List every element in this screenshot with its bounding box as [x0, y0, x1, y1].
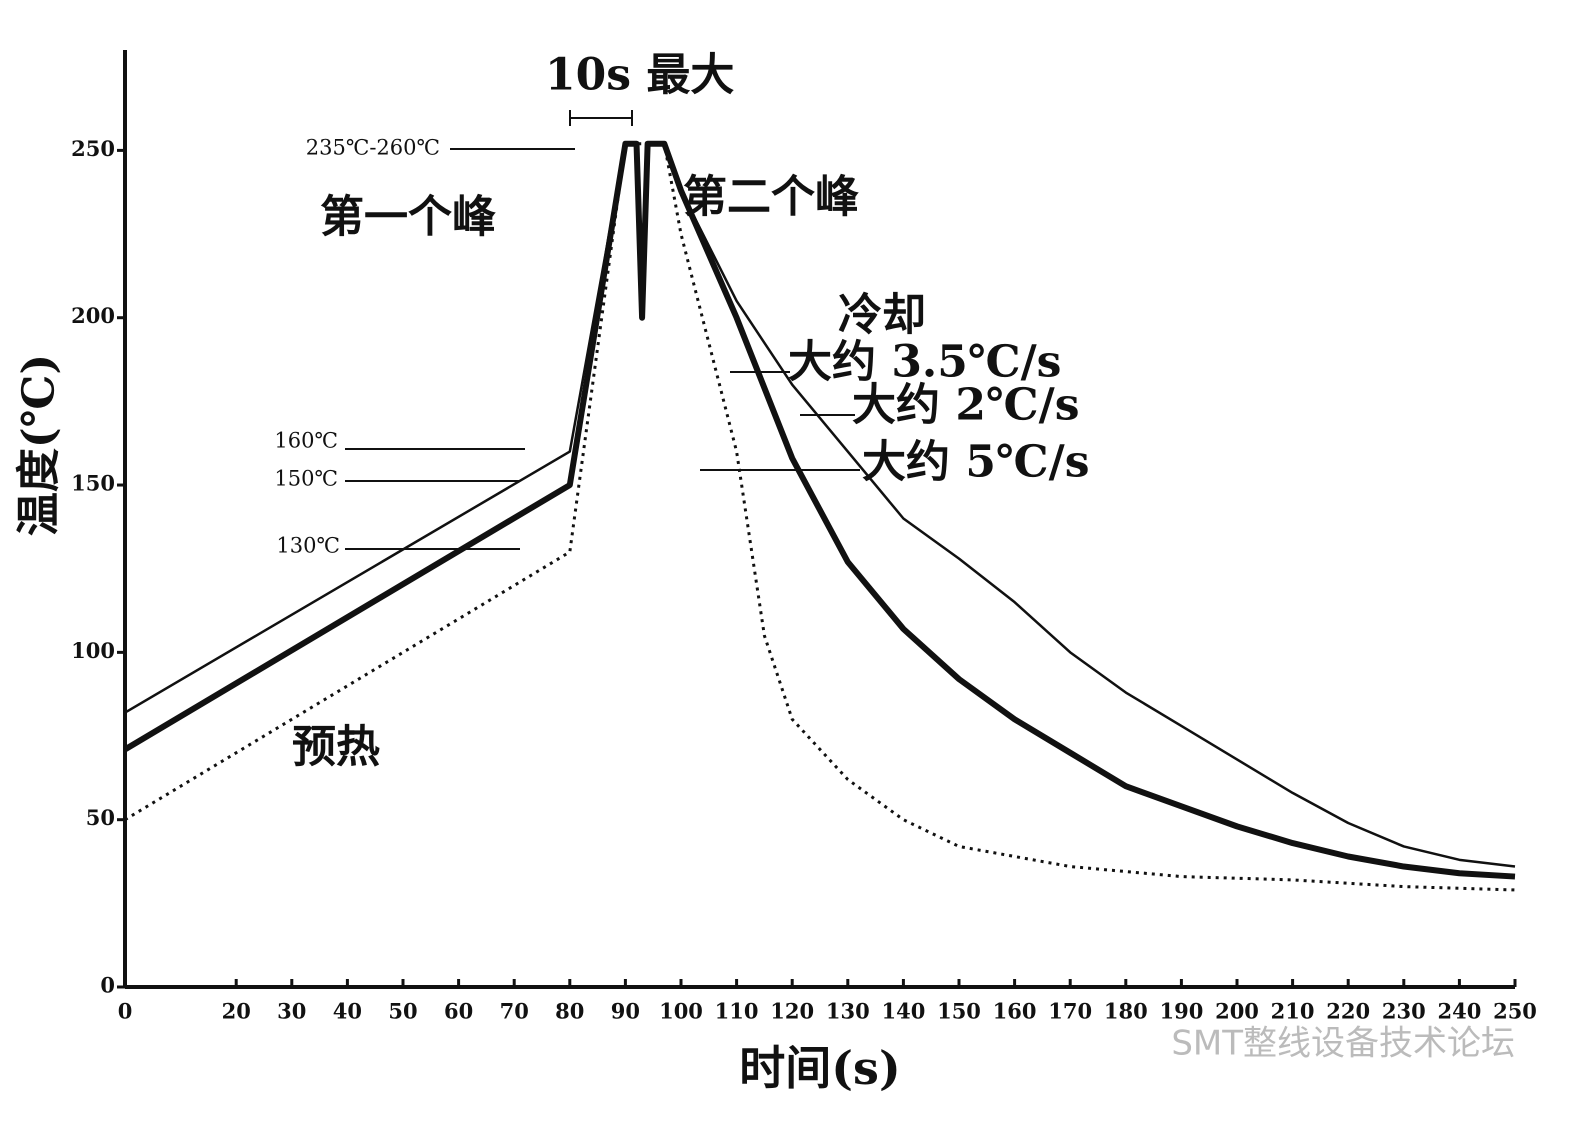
x-tick-label: 240 [1437, 999, 1481, 1024]
x-tick-label: 150 [937, 999, 981, 1024]
annotation: 第一个峰 [320, 192, 496, 243]
annotation: 130℃ [276, 534, 340, 558]
x-tick-label: 80 [555, 999, 584, 1024]
x-tick-label: 70 [500, 999, 529, 1024]
x-tick-label: 130 [826, 999, 870, 1024]
annotation: 大约 5℃/s [862, 437, 1090, 488]
y-tick-label: 200 [71, 303, 115, 328]
x-tick-label: 230 [1382, 999, 1426, 1024]
annotation: 10s 最大 [545, 50, 734, 101]
x-tick-label: 110 [715, 999, 759, 1024]
y-tick-label: 50 [86, 805, 115, 830]
x-tick-label: 0 [118, 999, 133, 1024]
annotation: 150℃ [274, 467, 338, 491]
x-tick-label: 160 [993, 999, 1037, 1024]
x-tick-label: 20 [222, 999, 251, 1024]
x-tick-label: 30 [277, 999, 306, 1024]
x-tick-label: 200 [1215, 999, 1259, 1024]
watermark: SMT整线设备技术论坛 [1171, 1024, 1515, 1064]
annotation: 160℃ [274, 429, 338, 453]
annotation: 第二个峰 [683, 172, 859, 223]
y-tick-label: 250 [71, 136, 115, 161]
y-tick-label: 0 [100, 973, 115, 998]
x-tick-label: 190 [1159, 999, 1203, 1024]
annotation: 预热 [292, 722, 380, 773]
annotation: 大约 2℃/s [852, 380, 1080, 431]
x-tick-label: 90 [611, 999, 640, 1024]
annotation: 大约 3.5℃/s [788, 337, 1061, 388]
x-tick-label: 220 [1326, 999, 1370, 1024]
x-tick-label: 40 [333, 999, 362, 1024]
y-tick-label: 150 [71, 471, 115, 496]
x-tick-label: 210 [1271, 999, 1315, 1024]
leader-lines [345, 148, 860, 550]
x-tick-label: 50 [388, 999, 417, 1024]
y-tick-label: 100 [71, 638, 115, 663]
annotation: 冷却 [838, 290, 926, 341]
x-tick-label: 60 [444, 999, 473, 1024]
x-axis-label: 时间(s) [739, 1041, 900, 1095]
x-tick-label: 120 [770, 999, 814, 1024]
line-series [123, 140, 1516, 880]
x-tick-label: 100 [659, 999, 703, 1024]
x-tick-label: 140 [881, 999, 925, 1024]
annotation: 235℃-260℃ [306, 136, 440, 160]
x-tick-label: 250 [1493, 999, 1537, 1024]
x-tick-label: 170 [1048, 999, 1092, 1024]
y-axis-label: 温度(℃) [14, 354, 65, 536]
bracket [569, 110, 633, 126]
line-series [124, 142, 1516, 892]
x-tick-label: 180 [1104, 999, 1148, 1024]
